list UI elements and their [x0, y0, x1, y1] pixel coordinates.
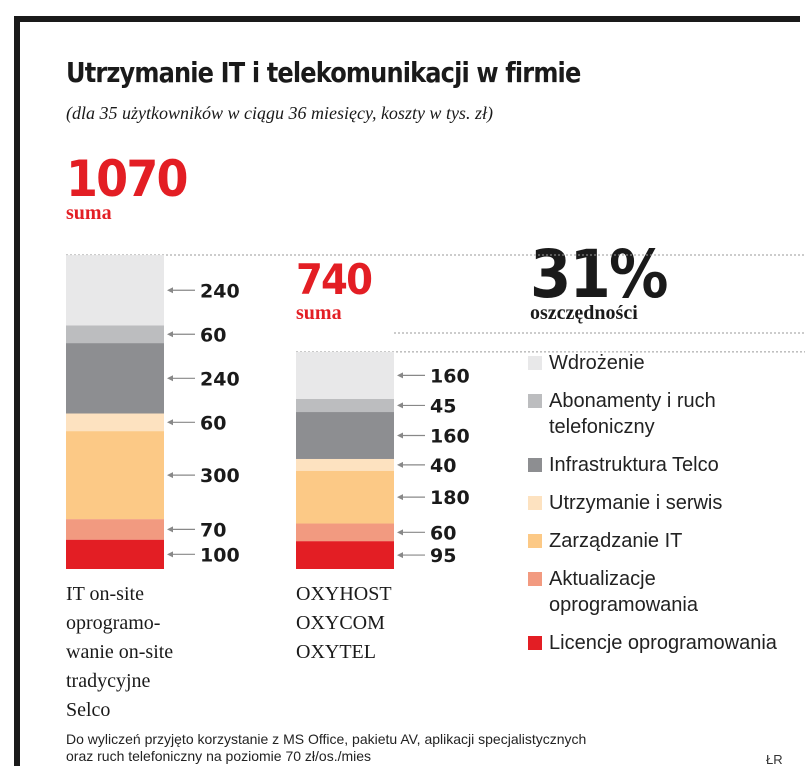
bar-1-caption-line: IT on-site — [66, 583, 144, 605]
value-arrow-head — [397, 402, 403, 409]
bar-1-value-label: 60 — [200, 324, 226, 346]
bar-1-caption-line: wanie on-site — [66, 641, 174, 663]
legend-swatch — [528, 356, 542, 370]
bar-2-value-label: 45 — [430, 395, 456, 417]
bar-1-value-label: 240 — [200, 280, 240, 302]
legend-item: Licencje oprogramowania — [528, 630, 798, 656]
footnote-line: Do wyliczeń przyjęto korzystanie z MS Of… — [66, 731, 587, 747]
bar-2-segment — [296, 412, 394, 459]
bar-1-segment — [66, 325, 164, 344]
legend-item: Zarządzanie IT — [528, 528, 798, 554]
bar-2-segment — [296, 523, 394, 542]
bar-1-value-label: 70 — [200, 519, 226, 541]
bar-1-segment — [66, 255, 164, 326]
bar-1-segment — [66, 519, 164, 540]
legend-swatch — [528, 496, 542, 510]
legend-label: Zarządzanie IT — [549, 530, 683, 552]
value-arrow-head — [167, 526, 173, 533]
bar-2-caption-line: OXYHOST — [296, 583, 392, 605]
legend-swatch — [528, 636, 542, 650]
value-arrow-head — [397, 494, 403, 501]
bar-1-value-label: 240 — [200, 368, 240, 390]
bar-2-caption-line: OXYTEL — [296, 641, 376, 663]
bar-2-value-label: 40 — [430, 455, 456, 477]
value-arrow-head — [167, 287, 173, 294]
value-arrow-head — [167, 472, 173, 479]
bar-2-segment — [296, 351, 394, 399]
legend-label: Infrastruktura Telco — [549, 454, 719, 476]
bar-2-caption: OXYHOST OXYCOM OXYTEL — [296, 580, 392, 667]
value-arrow-head — [397, 552, 403, 559]
legend-item: Wdrożenie — [528, 350, 798, 376]
chart-title: Utrzymanie IT i telekomunikacji w firmie — [66, 56, 581, 89]
value-arrow-head — [167, 375, 173, 382]
bar-1-segment — [66, 413, 164, 432]
bar-2-total-label: suma — [296, 302, 342, 324]
bar-2-value-label: 180 — [430, 487, 470, 509]
bar-2-value-label: 60 — [430, 522, 456, 544]
bar-1-total: 1070 — [66, 150, 189, 208]
frame-left-rule — [14, 16, 20, 766]
bar-2-value-label: 95 — [430, 545, 456, 567]
bar-1-caption-line: tradycyjne — [66, 670, 151, 692]
bar-2-value-label: 160 — [430, 426, 470, 448]
legend-item: Aktualizacje oprogramowania — [528, 566, 798, 618]
chart-subtitle: (dla 35 użytkowników w ciągu 36 miesięcy… — [66, 103, 493, 123]
bar-1-value-label: 60 — [200, 412, 226, 434]
value-arrow-head — [397, 461, 403, 468]
legend-label: Wdrożenie — [549, 352, 645, 374]
value-arrow-head — [397, 372, 403, 379]
legend-swatch — [528, 572, 542, 586]
footnote: Do wyliczeń przyjęto korzystanie z MS Of… — [66, 731, 586, 765]
bar-1-value-label: 100 — [200, 544, 240, 566]
bar-1-caption-line: Selco — [66, 699, 111, 721]
legend-swatch — [528, 534, 542, 548]
legend-label: Abonamenty i ruch telefoniczny — [549, 390, 716, 438]
legend-swatch — [528, 458, 542, 472]
bar-2-segment — [296, 541, 394, 569]
bar-1-segment — [66, 539, 164, 569]
legend-label: Utrzymanie i serwis — [549, 492, 723, 514]
bar-2-segment — [296, 398, 394, 413]
footnote-line: oraz ruch telefoniczny na poziomie 70 zł… — [66, 748, 372, 764]
bar-2-value-label: 160 — [430, 365, 470, 387]
chart-legend: Wdrożenie Abonamenty i ruch telefoniczny… — [528, 350, 798, 668]
value-arrow-head — [167, 331, 173, 338]
author-credit: ŁR — [766, 752, 783, 767]
bar-1-caption-line: oprogramo- — [66, 612, 161, 634]
value-arrow-head — [167, 419, 173, 426]
value-arrow-head — [167, 551, 173, 558]
bar-2-caption-line: OXYCOM — [296, 612, 385, 634]
bar-1-caption: IT on-site oprogramo- wanie on-site trad… — [66, 580, 173, 725]
bar-2-segment — [296, 458, 394, 471]
savings-percent: 31% — [530, 236, 669, 313]
legend-item: Utrzymanie i serwis — [528, 490, 798, 516]
value-arrow-head — [397, 432, 403, 439]
bar-2-total: 740 — [296, 255, 373, 304]
bar-1-segment — [66, 343, 164, 414]
legend-label: Aktualizacje oprogramowania — [549, 568, 698, 616]
bar-2-segment — [296, 470, 394, 524]
savings-label: oszczędności — [530, 302, 638, 324]
legend-item: Infrastruktura Telco — [528, 452, 798, 478]
legend-label: Licencje oprogramowania — [549, 632, 777, 654]
bar-1-segment — [66, 431, 164, 520]
bar-1-value-label: 300 — [200, 465, 240, 487]
value-arrow-head — [397, 529, 403, 536]
bar-1-total-label: suma — [66, 202, 112, 224]
frame-top-rule — [14, 16, 800, 22]
legend-swatch — [528, 394, 542, 408]
legend-item: Abonamenty i ruch telefoniczny — [528, 388, 798, 440]
